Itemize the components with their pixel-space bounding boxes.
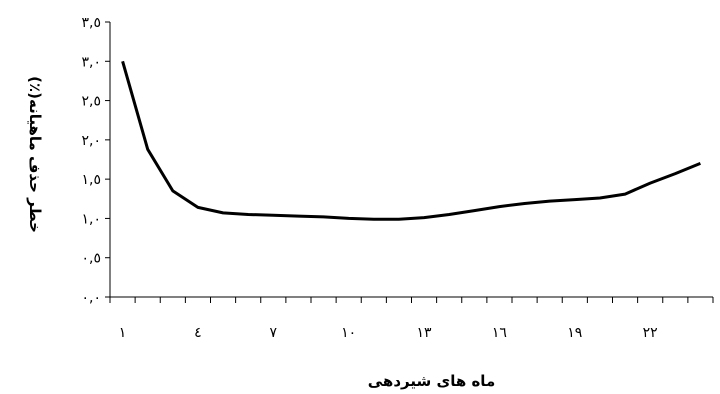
x-tick-label: ١٦ — [492, 325, 507, 341]
y-tick-label: ٢,٠ — [82, 133, 102, 149]
y-tick-label: ٣,٠ — [82, 54, 102, 70]
x-tick-label: ١ — [119, 325, 127, 341]
y-tick-label: ٣,٥ — [82, 15, 102, 31]
y-tick-label: ٠,٠ — [82, 290, 102, 306]
y-tick-label: ٢,٥ — [82, 94, 102, 110]
y-axis-ticks: ٠,٠ ٠,٥ ١,٠ ١,٥ ٢,٠ ٢,٥ ٣,٠ ٣,٥ — [82, 15, 110, 306]
y-tick-label: ١,٠ — [82, 211, 102, 227]
x-tick-label: ١٠ — [341, 325, 356, 341]
x-axis-title: ماه های شیردهی — [368, 372, 495, 390]
x-tick-label: ٢٢ — [643, 325, 658, 341]
x-tick-label: ٤ — [194, 325, 202, 341]
y-tick-label: ٠,٥ — [82, 251, 102, 267]
x-axis-ticks: ١ ٤ ٧ ١٠ ١٣ ١٦ ١٩ ٢٢ — [109, 297, 714, 341]
series-line — [121, 60, 701, 221]
x-tick-label: ٧ — [270, 325, 278, 341]
y-tick-label: ١,٥ — [82, 172, 102, 188]
x-tick-label: ١٩ — [567, 325, 582, 341]
x-tick-label: ١٣ — [417, 325, 433, 341]
y-axis-title: خطر حذف ماهیانه(٪) — [26, 76, 44, 233]
